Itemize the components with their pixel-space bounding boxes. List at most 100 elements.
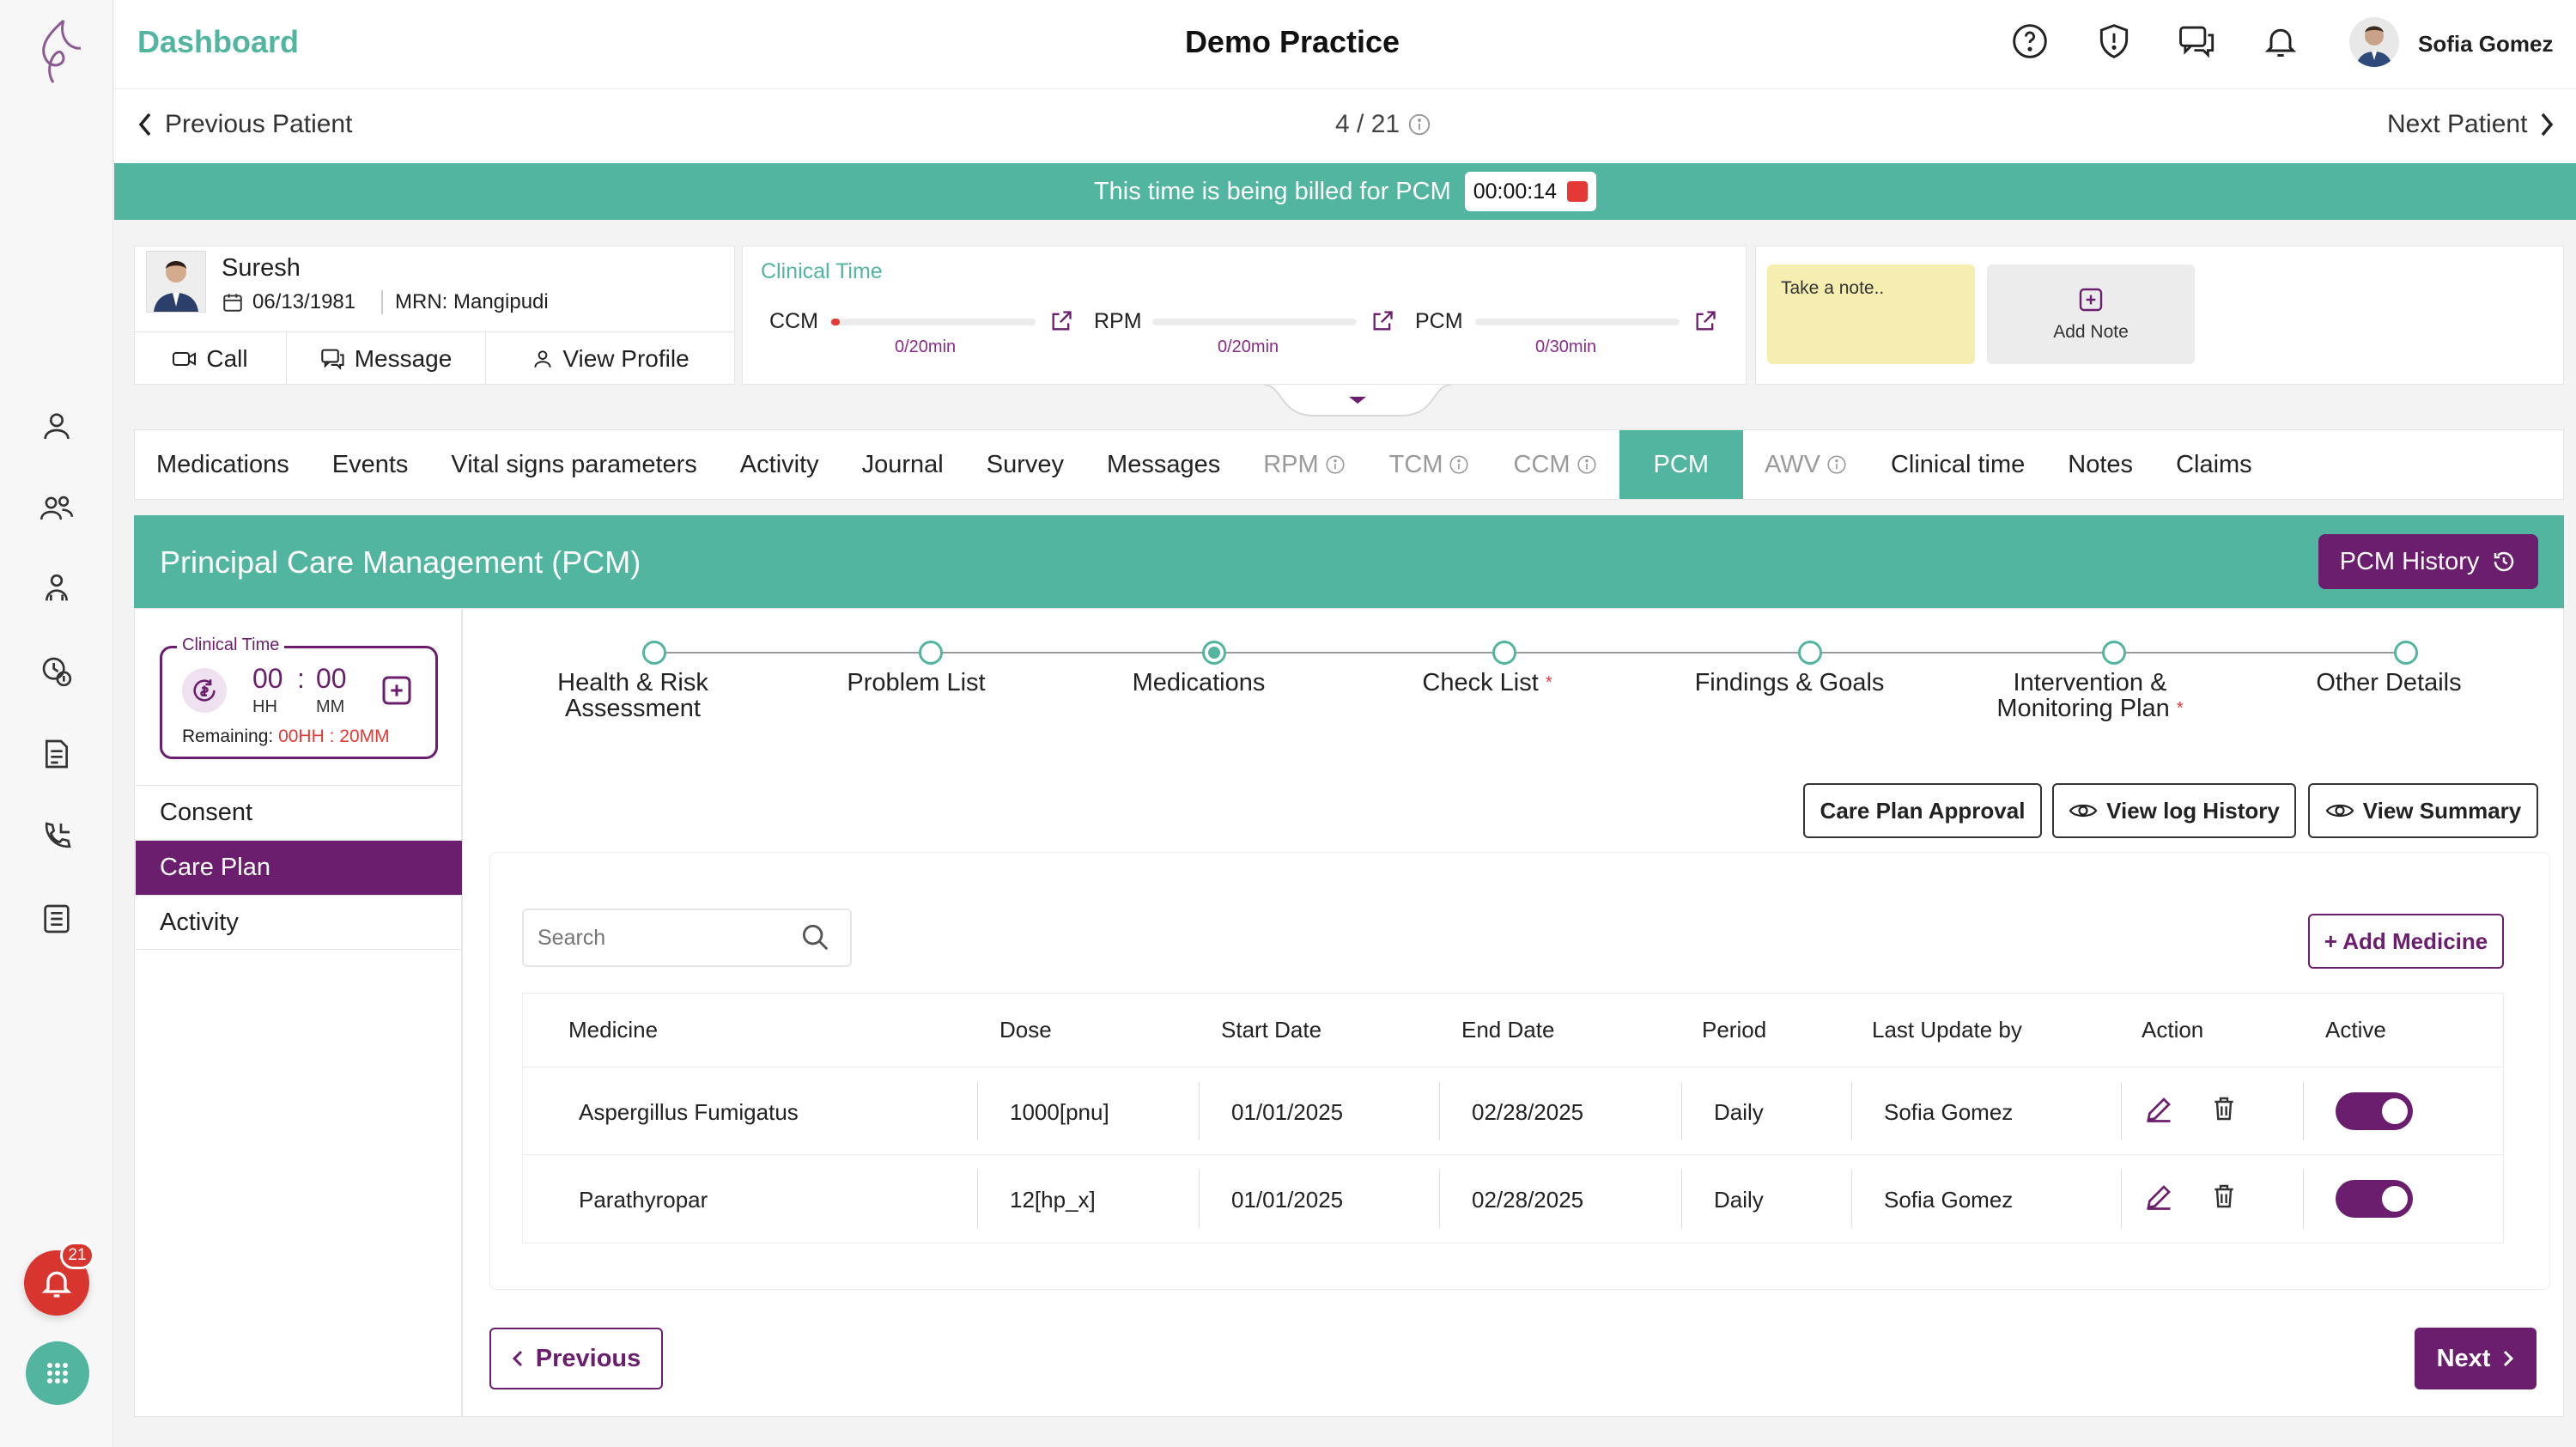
- user-name[interactable]: Sofia Gomez: [2418, 31, 2554, 57]
- step-dot-current[interactable]: [1202, 641, 1226, 665]
- table-row: [523, 1067, 2503, 1154]
- call-button[interactable]: Call: [134, 332, 287, 385]
- bell-icon[interactable]: [2262, 22, 2305, 65]
- caregiver-icon[interactable]: [34, 567, 79, 611]
- documents-icon[interactable]: [34, 897, 79, 941]
- add-note-button[interactable]: Add Note: [1987, 264, 2195, 364]
- column-divider: [1681, 1082, 1682, 1140]
- pcm-history-button[interactable]: PCM History: [2318, 534, 2538, 589]
- tab-survey[interactable]: Survey: [965, 430, 1085, 499]
- rpm-label: RPM: [1094, 309, 1142, 333]
- next-patient-link[interactable]: Next Patient: [2387, 110, 2555, 139]
- search-icon[interactable]: [799, 921, 831, 953]
- view-summary-button[interactable]: View Summary: [2308, 783, 2538, 838]
- sticky-note-placeholder: Take a note..: [1781, 278, 1885, 298]
- tab-label: Vital signs parameters: [451, 450, 697, 478]
- call-log-icon[interactable]: [34, 814, 79, 859]
- previous-patient-link[interactable]: Previous Patient: [137, 110, 352, 139]
- step-check-list[interactable]: Check List *: [1350, 670, 1625, 696]
- step-health-risk[interactable]: Health & Risk Assessment: [495, 670, 770, 721]
- column-divider: [2121, 1082, 2122, 1140]
- next-button[interactable]: Next: [2415, 1328, 2537, 1389]
- tab-activity[interactable]: Activity: [719, 430, 841, 499]
- step-dot[interactable]: [642, 641, 666, 665]
- step-intervention-plan[interactable]: Intervention & Monitoring Plan *: [1953, 670, 2227, 721]
- collapse-tab[interactable]: [1262, 385, 1453, 419]
- billing-icon[interactable]: [34, 649, 79, 694]
- tab-pcm[interactable]: PCM: [1619, 430, 1743, 499]
- menu-label: Activity: [160, 908, 239, 936]
- delete-icon[interactable]: [2210, 1182, 2238, 1211]
- tab-tcm[interactable]: TCM: [1368, 430, 1492, 499]
- reports-icon[interactable]: [34, 732, 79, 776]
- clinical-time-title: Clinical Time: [761, 259, 883, 283]
- dashboard-title[interactable]: Dashboard: [137, 24, 300, 59]
- tab-clinical-time[interactable]: Clinical time: [1869, 430, 2046, 499]
- column-header-last-update: Last Update by: [1872, 1017, 2022, 1043]
- step-other-details[interactable]: Other Details: [2251, 670, 2526, 696]
- column-divider: [1851, 1170, 1852, 1228]
- column-divider: [1681, 1170, 1682, 1228]
- shield-icon[interactable]: [2095, 22, 2138, 65]
- timer-value: 00:00:14: [1473, 179, 1558, 204]
- step-problem-list[interactable]: Problem List: [779, 670, 1054, 696]
- pcm-open-icon[interactable]: [1693, 309, 1717, 333]
- search-input[interactable]: [522, 909, 852, 967]
- menu-care-plan[interactable]: Care Plan: [136, 840, 462, 895]
- step-medications[interactable]: Medications: [1061, 670, 1336, 696]
- previous-button[interactable]: Previous: [489, 1328, 663, 1389]
- medicine-period: Daily: [1714, 1187, 1764, 1213]
- tab-label: Journal: [861, 450, 944, 478]
- tab-notes[interactable]: Notes: [2046, 430, 2154, 499]
- help-icon[interactable]: [2011, 22, 2054, 65]
- required-marker: *: [2176, 699, 2184, 718]
- time-billing-icon: [182, 668, 227, 713]
- tab-messages[interactable]: Messages: [1085, 430, 1242, 499]
- tab-ccm[interactable]: CCM: [1492, 430, 1619, 499]
- stepper-line: [654, 652, 2406, 654]
- view-log-history-button[interactable]: View log History: [2052, 783, 2296, 838]
- stop-timer-icon[interactable]: [1567, 181, 1589, 202]
- menu-consent[interactable]: Consent: [136, 785, 462, 840]
- chat-icon[interactable]: [2178, 22, 2221, 65]
- edit-icon[interactable]: [2143, 1094, 2174, 1125]
- patient-icon[interactable]: [34, 404, 79, 448]
- menu-activity[interactable]: Activity: [136, 895, 462, 950]
- message-button[interactable]: Message: [287, 332, 486, 385]
- medicine-end-date: 02/28/2025: [1472, 1099, 1584, 1125]
- tab-label: Claims: [2176, 450, 2252, 478]
- step-dot[interactable]: [2394, 641, 2418, 665]
- active-toggle[interactable]: [2336, 1092, 2413, 1130]
- add-medicine-button[interactable]: + Add Medicine: [2308, 914, 2504, 969]
- tab-medications[interactable]: Medications: [135, 430, 311, 499]
- view-profile-label: View Profile: [562, 344, 690, 372]
- user-avatar[interactable]: [2349, 17, 2399, 67]
- step-label: Medications: [1132, 669, 1266, 696]
- ccm-open-icon[interactable]: [1049, 309, 1073, 333]
- add-time-icon[interactable]: [380, 673, 414, 708]
- active-toggle[interactable]: [2336, 1180, 2413, 1218]
- step-findings-goals[interactable]: Findings & Goals: [1652, 670, 1927, 696]
- tab-vital-signs[interactable]: Vital signs parameters: [429, 430, 718, 499]
- step-dot[interactable]: [1492, 641, 1516, 665]
- view-profile-button[interactable]: View Profile: [486, 332, 735, 385]
- edit-icon[interactable]: [2143, 1182, 2174, 1213]
- info-icon: [1449, 455, 1469, 474]
- clinical-hours: 00: [252, 663, 283, 694]
- step-dot[interactable]: [919, 641, 943, 665]
- step-dot[interactable]: [1798, 641, 1822, 665]
- care-plan-approval-button[interactable]: Care Plan Approval: [1803, 783, 2042, 838]
- tab-events[interactable]: Events: [311, 430, 430, 499]
- rpm-open-icon[interactable]: [1370, 309, 1394, 333]
- column-divider: [1199, 1170, 1200, 1228]
- dialpad-button[interactable]: [26, 1341, 89, 1405]
- app-logo[interactable]: [24, 15, 89, 88]
- tab-claims[interactable]: Claims: [2154, 430, 2274, 499]
- tab-awv[interactable]: AWV: [1743, 430, 1869, 499]
- users-icon[interactable]: [34, 486, 79, 531]
- sticky-note[interactable]: Take a note..: [1767, 264, 1975, 364]
- step-dot[interactable]: [2102, 641, 2126, 665]
- delete-icon[interactable]: [2210, 1094, 2238, 1123]
- tab-journal[interactable]: Journal: [841, 430, 965, 499]
- tab-rpm[interactable]: RPM: [1242, 430, 1367, 499]
